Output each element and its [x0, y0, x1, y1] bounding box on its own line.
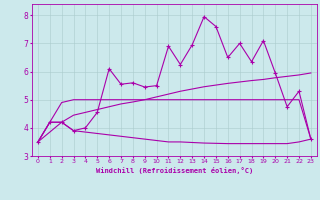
- X-axis label: Windchill (Refroidissement éolien,°C): Windchill (Refroidissement éolien,°C): [96, 167, 253, 174]
